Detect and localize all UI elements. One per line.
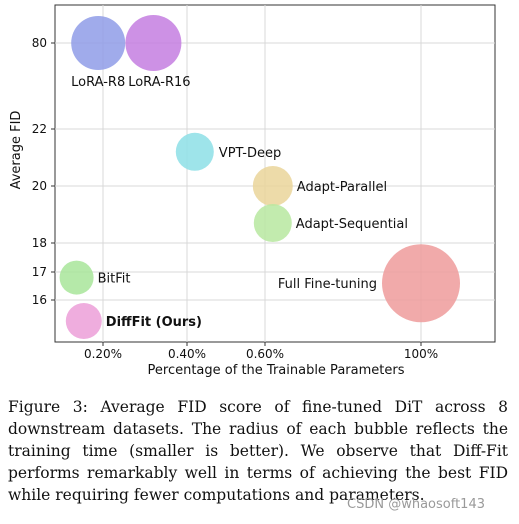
bubble-label-adapt-parallel: Adapt-Parallel: [297, 180, 387, 195]
x-tick-label: 0.40%: [168, 347, 206, 361]
bubble-label-difffit-ours: DiffFit (Ours): [106, 315, 202, 330]
bubble-labels: LoRA-R8 LoRA-R16 VPT-Deep Adapt-Parallel Ada…: [71, 75, 408, 330]
x-tick-label: 0.20%: [84, 347, 122, 361]
bubble-chart: LoRA-R8 LoRA-R16 VPT-Deep Adapt-Parallel Ada…: [9, 4, 496, 378]
bubble-bitfit: [59, 260, 94, 295]
bubble-vpt-deep: [175, 132, 214, 171]
bubble-label-lora-r16: LoRA-R16: [128, 75, 190, 90]
y-tick-label: 22: [32, 122, 47, 136]
figure-caption: Figure 3: Average FID score of fine-tune…: [8, 398, 508, 504]
y-tick-label: 18: [32, 236, 47, 250]
bubble-full-fine-tuning: [382, 244, 460, 323]
y-tick-label: 16: [32, 293, 47, 307]
watermark: CSDN @whaosoft143: [347, 497, 485, 512]
bubble-difffit-ours: [65, 303, 102, 339]
bubble-lora-r8: [71, 16, 126, 70]
bubble-label-vpt-deep: VPT-Deep: [219, 146, 281, 161]
bubble-label-adapt-sequential: Adapt-Sequential: [296, 217, 408, 232]
x-tick-label: 100%: [404, 347, 438, 361]
y-tick-label: 80: [32, 36, 47, 50]
bubble-label-full-fine-tuning: Full Fine-tuning: [278, 277, 377, 292]
bubble-adapt-sequential: [253, 204, 292, 243]
x-axis-ticks: 0.20% 0.40% 0.60% 100%: [84, 342, 438, 361]
x-tick-label: 0.60%: [246, 347, 284, 361]
bubbles: [59, 15, 460, 339]
y-tick-label: 20: [32, 179, 47, 193]
bubble-label-bitfit: BitFit: [98, 272, 131, 287]
y-axis-ticks: 80 22 20 18 17 16: [32, 36, 55, 307]
y-axis-title: Average FID: [9, 111, 24, 190]
y-tick-label: 17: [32, 265, 47, 279]
x-axis-title: Percentage of the Trainable Parameters: [148, 363, 405, 378]
bubble-label-lora-r8: LoRA-R8: [71, 75, 125, 90]
bubble-adapt-parallel: [252, 166, 293, 206]
bubble-lora-r16: [125, 15, 182, 71]
